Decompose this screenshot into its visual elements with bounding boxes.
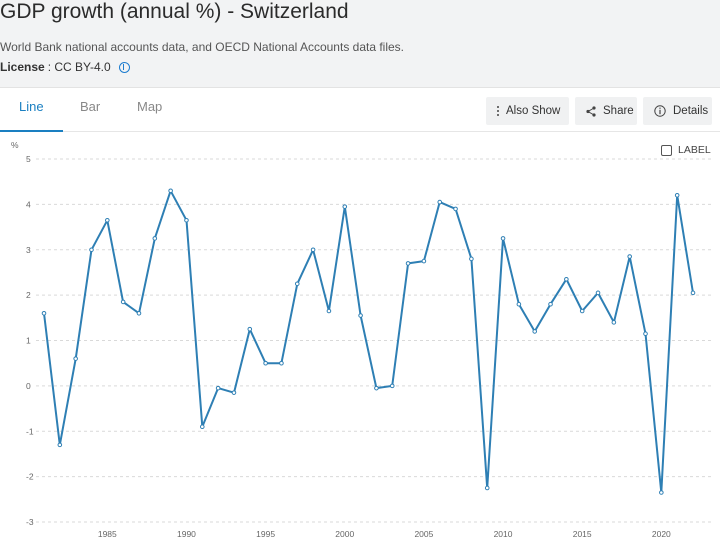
source-note: World Bank national accounts data, and O… xyxy=(0,40,405,54)
y-tick-label: -1 xyxy=(26,426,34,436)
data-point xyxy=(168,188,173,194)
y-tick-label: 5 xyxy=(26,154,31,164)
x-tick-label: 2010 xyxy=(494,529,513,539)
data-point xyxy=(421,258,427,264)
active-tab-indicator xyxy=(0,130,63,132)
y-tick-label: 3 xyxy=(26,245,31,255)
label-toggle[interactable]: LABEL xyxy=(661,144,711,156)
data-point xyxy=(120,299,126,305)
page-title: GDP growth (annual %) - Switzerland xyxy=(0,0,349,23)
y-tick-label: -2 xyxy=(26,472,34,482)
label-checkbox[interactable] xyxy=(661,144,672,156)
data-point xyxy=(564,276,569,282)
y-tick-label: 0 xyxy=(26,381,31,391)
data-point xyxy=(643,331,648,336)
license-row: License : CC BY-4.0 xyxy=(0,60,130,74)
data-point xyxy=(215,385,221,391)
data-point xyxy=(374,385,379,391)
data-point xyxy=(659,490,664,495)
data-point xyxy=(279,360,284,366)
data-point xyxy=(57,442,63,448)
more-vertical-icon xyxy=(497,106,499,116)
x-tick-label: 2015 xyxy=(573,529,592,539)
data-point xyxy=(405,261,411,266)
data-point xyxy=(73,356,78,361)
data-point xyxy=(453,206,458,212)
data-point xyxy=(89,247,94,253)
also-show-label: Also Show xyxy=(506,105,561,117)
data-point xyxy=(595,290,601,296)
data-point xyxy=(105,217,110,223)
license-label: License xyxy=(0,60,45,74)
y-tick-label: 1 xyxy=(26,336,31,346)
data-point xyxy=(500,236,506,241)
data-point xyxy=(579,308,585,314)
x-tick-label: 1990 xyxy=(177,529,196,539)
data-point xyxy=(674,193,680,198)
data-point xyxy=(532,329,538,334)
tab-line[interactable]: Line xyxy=(19,99,44,114)
info-icon[interactable] xyxy=(118,61,130,73)
data-point xyxy=(184,217,189,223)
y-tick-label: -3 xyxy=(26,517,34,527)
also-show-button[interactable]: Also Show xyxy=(486,97,569,125)
data-point xyxy=(152,236,158,241)
data-point xyxy=(690,290,696,296)
x-tick-label: 2005 xyxy=(414,529,433,539)
view-tabs: Line Bar Map Also Show Share Details xyxy=(0,88,720,132)
data-point xyxy=(484,485,490,491)
share-icon xyxy=(586,105,596,117)
label-toggle-text: LABEL xyxy=(678,144,711,156)
data-point xyxy=(41,310,47,316)
data-point xyxy=(358,313,363,318)
x-tick-label: 1985 xyxy=(98,529,117,539)
x-tick-label: 2000 xyxy=(335,529,354,539)
data-point xyxy=(627,254,632,259)
data-point xyxy=(136,310,142,316)
share-label: Share xyxy=(603,105,634,117)
data-point xyxy=(389,383,395,389)
x-tick-label: 1995 xyxy=(256,529,275,539)
series-line xyxy=(43,189,694,494)
data-point xyxy=(469,256,474,262)
data-point xyxy=(199,424,205,430)
data-point xyxy=(342,204,348,209)
data-point xyxy=(263,360,268,366)
data-point xyxy=(516,301,522,307)
license-value: : CC BY-4.0 xyxy=(47,60,111,74)
share-button[interactable]: Share xyxy=(575,97,637,125)
data-point xyxy=(294,281,300,287)
data-point xyxy=(310,247,316,253)
tab-map[interactable]: Map xyxy=(137,99,163,114)
y-axis-unit: % xyxy=(11,140,19,150)
tab-bar[interactable]: Bar xyxy=(80,99,101,114)
data-point xyxy=(611,320,617,325)
data-point xyxy=(548,301,553,307)
x-tick-label: 2020 xyxy=(652,529,671,539)
details-label: Details xyxy=(673,105,709,117)
info-circle-icon xyxy=(654,105,666,117)
y-tick-label: 2 xyxy=(26,290,31,300)
data-point xyxy=(247,326,253,332)
line-chart: % 5 4 3 2 1 0 -1 -2 -3 1985 1990 1995 2000 2005 2010 201… xyxy=(11,140,714,539)
y-tick-label: 4 xyxy=(26,199,31,209)
details-button[interactable]: Details xyxy=(643,97,712,125)
data-point xyxy=(326,308,332,314)
data-point xyxy=(231,390,237,395)
data-point xyxy=(437,199,443,205)
